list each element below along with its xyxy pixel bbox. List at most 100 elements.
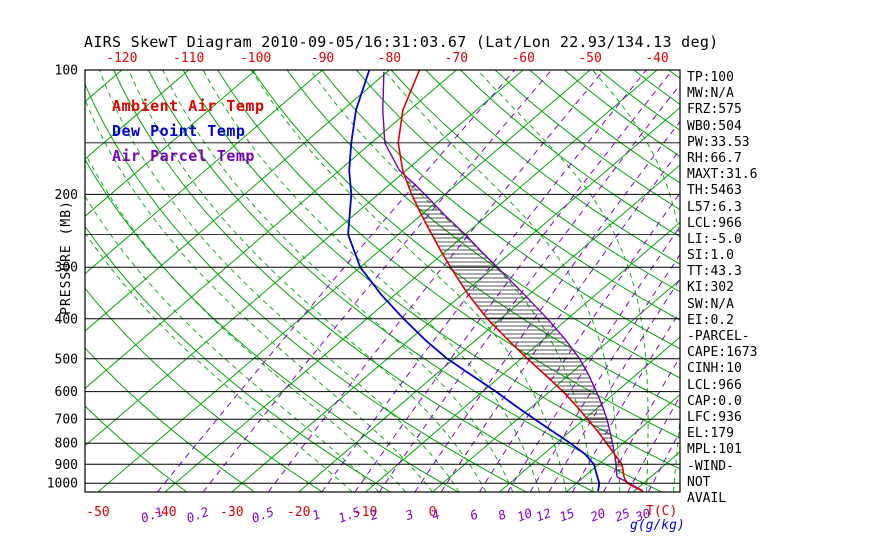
pressure-tick-label: 100 bbox=[55, 64, 78, 79]
mixing-ratio-tick-label: 4 bbox=[429, 506, 441, 523]
dry-adiabat-line bbox=[85, 82, 527, 492]
pressure-tick-label: 200 bbox=[55, 188, 78, 203]
bottom-temp-tick-label: -20 bbox=[287, 505, 310, 520]
mixing-ratio-line bbox=[378, 83, 680, 492]
dry-adiabat-line bbox=[182, 70, 680, 470]
dry-adiabat-line bbox=[286, 70, 680, 379]
stat-line: TT:43.3 bbox=[687, 264, 742, 280]
mixing-ratio-line bbox=[602, 355, 680, 492]
dry-adiabat-line bbox=[425, 70, 680, 265]
ambient-air-temp-curve bbox=[397, 70, 644, 492]
stat-line: SI:1.0 bbox=[687, 248, 734, 264]
dry-adiabat-line bbox=[85, 287, 323, 492]
moist-adiabat-line bbox=[592, 70, 680, 492]
stat-line: RH:66.7 bbox=[687, 150, 742, 166]
bottom-temp-tick-label: -30 bbox=[220, 505, 243, 520]
stat-line: KI:302 bbox=[687, 280, 734, 296]
chart-title: AIRS SkewT Diagram 2010-09-05/16:31:03.6… bbox=[84, 33, 719, 51]
mixing-ratio-line bbox=[267, 70, 605, 492]
mixing-ratio-line bbox=[440, 148, 680, 492]
moist-adiabat-line bbox=[85, 98, 433, 492]
bottom-temp-tick-label: -40 bbox=[153, 505, 176, 520]
stat-line: -WIND- bbox=[687, 458, 734, 474]
stat-line: L57:6.3 bbox=[687, 199, 742, 215]
mixing-ratio-line bbox=[529, 253, 680, 492]
mixing-ratio-line bbox=[414, 120, 680, 492]
stat-line: CAP:0.0 bbox=[687, 393, 742, 409]
dry-adiabat-line bbox=[564, 70, 680, 158]
pressure-tick-label: 1000 bbox=[47, 477, 78, 492]
top-temp-tick-label: -40 bbox=[645, 51, 668, 66]
pressure-axis-label: PRESSURE (MB) bbox=[59, 200, 74, 315]
stat-line: WB0:504 bbox=[687, 118, 742, 134]
mixing-ratio-tick-label: 0.1 bbox=[139, 504, 165, 526]
isotherm-line bbox=[97, 70, 591, 492]
stats-panel: TP:100 MW:N/A FRZ:575 WB0:504 PW:33.53 RH:66.… bbox=[687, 70, 757, 507]
top-temp-tick-label: -70 bbox=[445, 51, 468, 66]
mixing-ratio-line bbox=[157, 70, 516, 492]
moist-adiabat-line bbox=[477, 70, 649, 492]
stat-line: MPL:101 bbox=[687, 442, 742, 458]
isotherm-line bbox=[0, 70, 55, 492]
pressure-tick-label: 600 bbox=[55, 385, 78, 400]
mixing-ratio-tick-label: 6 bbox=[468, 506, 480, 523]
stat-line: LCL:966 bbox=[687, 215, 742, 231]
isotherm-line bbox=[499, 336, 680, 492]
isotherm-line bbox=[85, 70, 190, 160]
moist-adiabat-line bbox=[85, 232, 353, 492]
moist-adiabat-line bbox=[98, 70, 460, 492]
stat-line: TH:5463 bbox=[687, 183, 742, 199]
stat-line: PW:33.53 bbox=[687, 134, 750, 150]
mixing-ratio-tick-label: 1 bbox=[310, 506, 322, 523]
pressure-tick-label: 500 bbox=[55, 352, 78, 367]
mixing-ratio-line bbox=[571, 310, 680, 492]
stat-line: MW:N/A bbox=[687, 86, 734, 102]
top-temp-tick-label: -90 bbox=[311, 51, 334, 66]
dry-adiabat-line bbox=[85, 158, 459, 492]
mixing-ratio-tick-label: 0.5 bbox=[250, 504, 276, 526]
dry-adiabat-line bbox=[85, 347, 255, 492]
dry-adiabat-line bbox=[147, 70, 662, 492]
stat-line: MAXT:31.6 bbox=[687, 167, 758, 183]
stat-line: CAPE:1673 bbox=[687, 345, 758, 361]
pressure-tick-label: 400 bbox=[55, 312, 78, 327]
pressure-tick-label: 700 bbox=[55, 413, 78, 428]
stat-line: NOT bbox=[687, 474, 711, 490]
stat-line: FRZ:575 bbox=[687, 102, 742, 118]
moist-adiabat-line bbox=[754, 70, 868, 492]
top-temp-tick-label: -100 bbox=[240, 51, 271, 66]
moist-adiabat-line bbox=[85, 152, 407, 492]
moist-adiabat-line bbox=[250, 70, 567, 492]
mixing-ratio-unit-label: g(g/kg) bbox=[630, 518, 685, 533]
mixing-ratio-tick-label: 10 bbox=[515, 505, 534, 524]
isotherm-line bbox=[85, 70, 323, 275]
top-temp-tick-label: -110 bbox=[173, 51, 204, 66]
stat-line: LFC:936 bbox=[687, 409, 742, 425]
mixing-ratio-tick-label: 2 bbox=[368, 506, 380, 523]
mixing-ratio-line bbox=[354, 70, 673, 492]
dry-adiabat-line bbox=[529, 70, 680, 184]
mixing-ratio-tick-label: 8 bbox=[496, 506, 508, 523]
mixing-ratio-line bbox=[321, 70, 647, 492]
stat-line: -PARCEL- bbox=[687, 329, 750, 344]
temp-unit-label: T(C) bbox=[646, 504, 678, 519]
dry-adiabat-line bbox=[390, 70, 680, 293]
mixing-ratio-line bbox=[202, 70, 552, 492]
moist-adiabat-line bbox=[780, 70, 870, 492]
dry-adiabat-line bbox=[460, 70, 680, 238]
pressure-tick-label: 800 bbox=[55, 437, 78, 452]
mixing-ratio-tick-label: 0.2 bbox=[184, 504, 210, 526]
pressure-tick-label: 300 bbox=[55, 261, 78, 276]
stat-line: EL:179 bbox=[687, 426, 734, 442]
mixing-ratio-tick-label: 20 bbox=[588, 505, 607, 524]
mixing-ratio-tick-label: 12 bbox=[534, 505, 553, 524]
stat-line: SW:N/A bbox=[687, 296, 734, 312]
moist-adiabat-line bbox=[807, 70, 870, 492]
stat-line: LI:-5.0 bbox=[687, 231, 742, 247]
top-temp-tick-label: -50 bbox=[578, 51, 601, 66]
mixing-ratio-tick-label: 25 bbox=[613, 505, 632, 524]
isotherm-line bbox=[85, 70, 457, 390]
isotherm-line bbox=[85, 70, 256, 217]
moist-adiabat-line bbox=[85, 195, 380, 492]
